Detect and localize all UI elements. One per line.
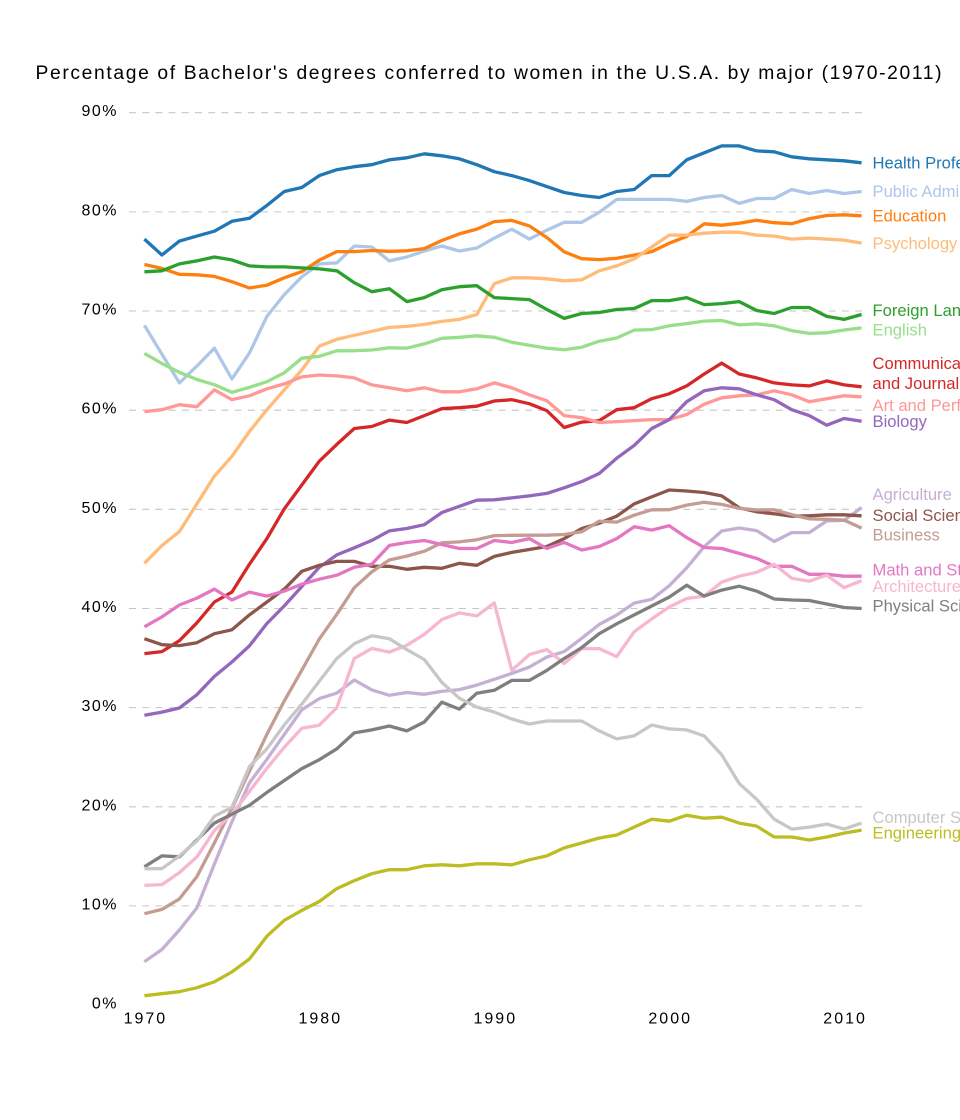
svg-text:0%: 0% — [92, 996, 118, 1013]
svg-text:20%: 20% — [81, 797, 118, 814]
svg-text:70%: 70% — [81, 302, 118, 319]
svg-text:1970: 1970 — [124, 1011, 168, 1028]
svg-text:Computer Science: Computer Science — [873, 808, 960, 827]
svg-text:Percentage of Bachelor's degre: Percentage of Bachelor's degrees conferr… — [36, 63, 944, 84]
svg-text:60%: 60% — [81, 401, 118, 418]
svg-text:Foreign Languages: Foreign Languages — [873, 301, 960, 320]
svg-text:Business: Business — [873, 526, 940, 545]
svg-text:2000: 2000 — [648, 1011, 692, 1028]
svg-text:40%: 40% — [81, 599, 118, 616]
svg-text:Biology: Biology — [873, 412, 928, 431]
svg-text:Engineering: Engineering — [873, 824, 960, 843]
svg-text:2010: 2010 — [823, 1011, 867, 1028]
svg-text:Psychology: Psychology — [873, 234, 959, 253]
svg-text:Education: Education — [873, 207, 947, 226]
svg-text:Architecture: Architecture — [873, 577, 960, 596]
svg-text:Art and Performance: Art and Performance — [873, 396, 960, 415]
svg-text:80%: 80% — [81, 202, 118, 219]
svg-text:Public Administration: Public Administration — [873, 182, 960, 201]
svg-text:Math and Statistics: Math and Statistics — [873, 560, 960, 579]
svg-text:Social Sciences and History: Social Sciences and History — [873, 506, 960, 525]
svg-text:30%: 30% — [81, 698, 118, 715]
svg-text:1990: 1990 — [474, 1011, 518, 1028]
svg-text:Communications: Communications — [873, 354, 960, 373]
svg-text:Agriculture: Agriculture — [873, 485, 952, 504]
svg-text:Health Professions: Health Professions — [873, 154, 960, 173]
svg-text:90%: 90% — [81, 103, 118, 120]
svg-text:English: English — [873, 321, 927, 340]
svg-text:and Journalism: and Journalism — [873, 374, 960, 393]
svg-text:50%: 50% — [81, 500, 118, 517]
svg-text:1980: 1980 — [299, 1011, 343, 1028]
svg-text:Physical Sciences: Physical Sciences — [873, 597, 960, 616]
svg-text:10%: 10% — [81, 896, 118, 913]
